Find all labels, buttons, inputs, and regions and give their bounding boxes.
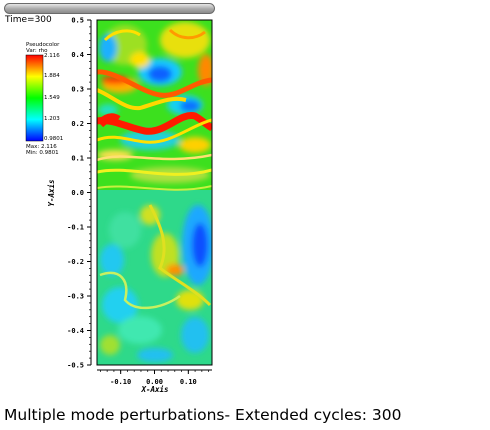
y-tick-label: 0.2 [71, 120, 84, 128]
legend-tick-3: 1.203 [44, 116, 60, 122]
x-tick-label: 0.00 [146, 378, 163, 386]
y-tick-label: -0.3 [67, 293, 84, 301]
x-axis-label: X-Axis [140, 385, 168, 394]
legend-tick-4: 0.9801 [44, 136, 64, 142]
x-tick-marks [100, 370, 209, 374]
x-tick-label: -0.10 [110, 378, 131, 386]
y-tick-label: -0.2 [67, 258, 84, 266]
caption: Multiple mode perturbations- Extended cy… [4, 406, 402, 424]
y-tick-label: 0.1 [71, 155, 84, 163]
y-tick-label: 0.3 [71, 86, 84, 94]
colorbar [25, 54, 44, 142]
legend-title: Pseudocolor [26, 42, 60, 48]
x-tick-label: 0.10 [180, 378, 197, 386]
y-tick-label: -0.1 [67, 224, 84, 232]
y-tick-labels: -0.5 -0.4 -0.3 -0.2 -0.1 0.0 0.1 0.2 0.3 0.4 0.5 [67, 17, 84, 370]
time-slider[interactable] [4, 3, 215, 14]
legend-var: Var: rho [26, 48, 48, 54]
plot-frame [96, 19, 213, 366]
legend-tick-0: 2.116 [44, 53, 60, 59]
heatmap-field [97, 20, 212, 365]
time-label: Time=300 [5, 15, 52, 25]
x-tick-labels: -0.10 0.00 0.10 [110, 378, 197, 386]
y-tick-marks [87, 19, 91, 366]
y-tick-label: -0.5 [67, 362, 84, 370]
y-tick-label: 0.4 [71, 51, 84, 59]
y-tick-label: 0.0 [71, 189, 84, 197]
y-tick-label: -0.4 [67, 327, 84, 335]
legend-tick-1: 1.884 [44, 73, 60, 79]
legend-min: Min: 0.9801 [26, 150, 59, 156]
y-axis-label: Y-Axis [47, 179, 56, 206]
legend-max: Max: 2.116 [26, 144, 57, 150]
legend-tick-2: 1.549 [44, 95, 60, 101]
y-tick-label: 0.5 [71, 17, 84, 25]
